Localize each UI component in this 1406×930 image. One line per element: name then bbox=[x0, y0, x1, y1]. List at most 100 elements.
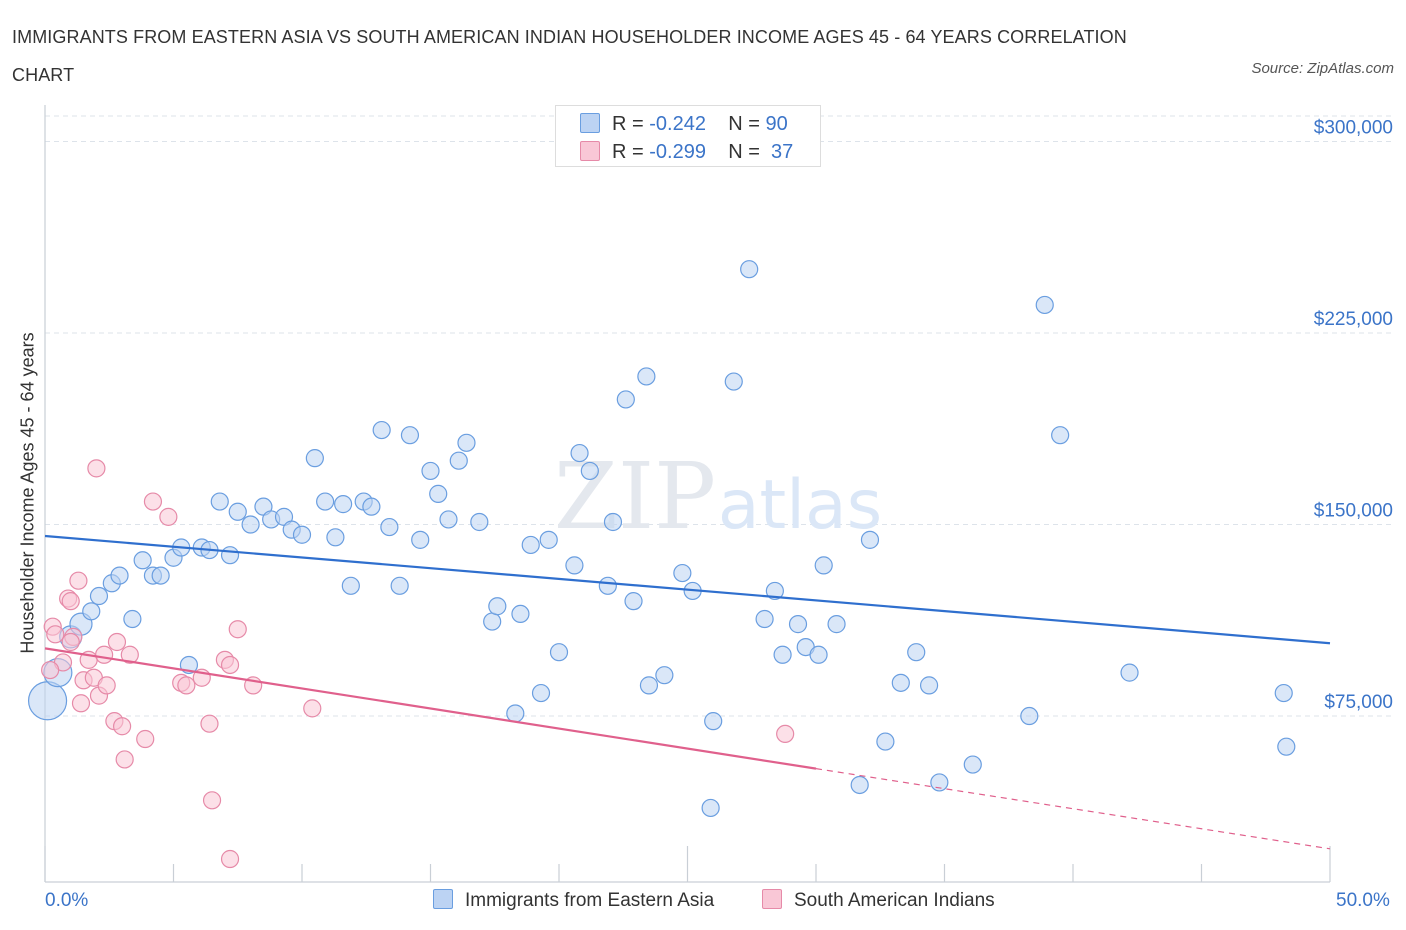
eastern-asia-point-34 bbox=[380, 517, 399, 537]
eastern-asia-point-45 bbox=[488, 597, 507, 616]
south-american-indian-point-17 bbox=[112, 717, 132, 736]
eastern-asia-point-26 bbox=[305, 449, 324, 468]
eastern-asia-point-25 bbox=[292, 525, 312, 544]
eastern-asia-point-85 bbox=[1035, 295, 1054, 315]
legend-row-blue: R = -0.242 N = 90 bbox=[580, 113, 788, 137]
eastern-asia-point-7 bbox=[110, 566, 129, 585]
eastern-asia-point-20 bbox=[241, 515, 260, 534]
eastern-asia-point-19 bbox=[228, 502, 247, 521]
eastern-asia-point-32 bbox=[362, 497, 381, 516]
south-american-indian-point-33 bbox=[303, 699, 322, 718]
eastern-asia-point-58 bbox=[624, 592, 643, 611]
y-tick-label-225000: $225,000 bbox=[1314, 309, 1393, 330]
eastern-asia-point-54 bbox=[580, 461, 599, 481]
eastern-asia-point-50 bbox=[539, 530, 558, 549]
south-american-indian-point-24 bbox=[177, 676, 196, 695]
eastern-asia-point-89 bbox=[1277, 737, 1296, 756]
eastern-asia-point-69 bbox=[765, 581, 784, 601]
eastern-asia-point-64 bbox=[701, 798, 720, 818]
eastern-asia-point-41 bbox=[449, 451, 468, 470]
y-tick-label-150000: $150,000 bbox=[1314, 501, 1393, 522]
eastern-asia-point-81 bbox=[919, 676, 939, 695]
eastern-asia-point-83 bbox=[963, 755, 982, 774]
south-american-indian-point-14 bbox=[97, 676, 116, 695]
eastern-asia-point-86 bbox=[1051, 426, 1070, 445]
eastern-asia-point-30 bbox=[341, 576, 360, 595]
eastern-asia-point-52 bbox=[565, 556, 584, 575]
eastern-asia-point-71 bbox=[788, 615, 808, 634]
axes bbox=[44, 105, 1331, 883]
legend-blue-r-label: R = bbox=[612, 113, 644, 135]
legend-swatch-pink bbox=[580, 141, 600, 161]
eastern-asia-point-5 bbox=[89, 586, 109, 606]
bottom-legend-blue-label: Immigrants from Eastern Asia bbox=[465, 890, 715, 911]
bottom-legend-pink-label: South American Indians bbox=[794, 890, 995, 911]
south-american-indian-point-6 bbox=[69, 571, 88, 590]
eastern-asia-point-66 bbox=[724, 372, 743, 391]
south-american-indian-point-27 bbox=[202, 791, 222, 810]
eastern-asia-point-35 bbox=[390, 576, 409, 595]
eastern-asia-point-74 bbox=[814, 556, 833, 575]
eastern-asia-point-48 bbox=[521, 535, 540, 555]
eastern-asia-point-4 bbox=[82, 602, 101, 621]
watermark-atlas: atlas bbox=[718, 466, 882, 545]
eastern-asia-point-75 bbox=[827, 615, 846, 634]
south-american-indian-point-1 bbox=[46, 625, 65, 644]
eastern-asia-point-56 bbox=[603, 512, 623, 532]
south-american-indian-point-4 bbox=[61, 592, 80, 611]
south-american-indian-point-30 bbox=[220, 849, 240, 869]
eastern-asia-point-65 bbox=[704, 712, 723, 731]
bottom-legend-pink: South American Indians bbox=[762, 889, 995, 912]
eastern-asia-point-46 bbox=[506, 704, 525, 723]
eastern-asia-point-51 bbox=[549, 643, 569, 662]
eastern-asia-point-59 bbox=[637, 367, 656, 386]
legend-pink-r-label: R = bbox=[612, 141, 644, 163]
y-tick-label-75000: $75,000 bbox=[1324, 692, 1393, 713]
eastern-asia-point-78 bbox=[876, 732, 895, 751]
chart-title: IMMIGRANTS FROM EASTERN ASIA VS SOUTH AM… bbox=[12, 27, 1127, 85]
south-american-indian-point-35 bbox=[61, 632, 80, 652]
legend-swatch-blue bbox=[580, 113, 600, 133]
south-american-indian-point-13 bbox=[95, 645, 114, 664]
eastern-asia-point-67 bbox=[740, 260, 759, 279]
eastern-asia-point-79 bbox=[891, 673, 910, 692]
x-tick-min: 0.0% bbox=[45, 890, 89, 911]
eastern-asia-point-28 bbox=[326, 528, 345, 547]
trend-lines bbox=[44, 534, 1331, 850]
source-label: Source: ZipAtlas.com bbox=[1251, 60, 1394, 77]
south-american-indian-point-7 bbox=[71, 694, 91, 713]
legend-row-pink: R = -0.299 N = 37 bbox=[580, 141, 793, 165]
south-american-indian-point-18 bbox=[115, 750, 134, 769]
eastern-asia-point-43 bbox=[470, 512, 489, 532]
y-tick-labels: $75,000 $150,000 $225,000 $300,000 bbox=[1314, 118, 1393, 713]
south-american-indian-point-29 bbox=[220, 655, 240, 675]
eastern-asia-point-88 bbox=[1274, 683, 1293, 703]
legend-pink-r-value: -0.299 bbox=[649, 141, 706, 163]
south-american-indian-point-26 bbox=[200, 714, 219, 733]
legend-blue-n-value: 90 bbox=[765, 113, 788, 135]
eastern-asia-point-87 bbox=[1120, 663, 1139, 682]
south-american-indian-point-34 bbox=[776, 724, 795, 744]
watermark: ZIP atlas bbox=[554, 443, 882, 550]
legend-blue-n-label: N = bbox=[728, 113, 760, 135]
grid-lines bbox=[45, 115, 1395, 717]
eastern-asia-point-68 bbox=[755, 609, 774, 629]
south-american-indian-point-22 bbox=[159, 507, 178, 526]
eastern-asia-point-8 bbox=[123, 609, 142, 629]
eastern-asia-point-29 bbox=[334, 495, 353, 514]
eastern-asia-point-18 bbox=[220, 546, 240, 565]
y-axis-label: Householder Income Ages 45 - 64 years bbox=[17, 332, 38, 654]
series-south-american-indians bbox=[41, 459, 795, 869]
eastern-asia-point-47 bbox=[511, 604, 530, 624]
trend-line-eastern-asia bbox=[44, 534, 1331, 645]
eastern-asia-point-27 bbox=[316, 492, 335, 511]
eastern-asia-point-60 bbox=[639, 676, 659, 695]
south-american-indian-point-11 bbox=[87, 459, 106, 478]
eastern-asia-point-44 bbox=[483, 612, 502, 631]
bottom-legend-swatch-pink bbox=[762, 889, 782, 909]
y-tick-label-300000: $300,000 bbox=[1314, 118, 1393, 139]
eastern-asia-point-33 bbox=[372, 420, 391, 440]
eastern-asia-point-76 bbox=[850, 775, 869, 795]
bottom-legend-blue: Immigrants from Eastern Asia bbox=[433, 889, 714, 912]
